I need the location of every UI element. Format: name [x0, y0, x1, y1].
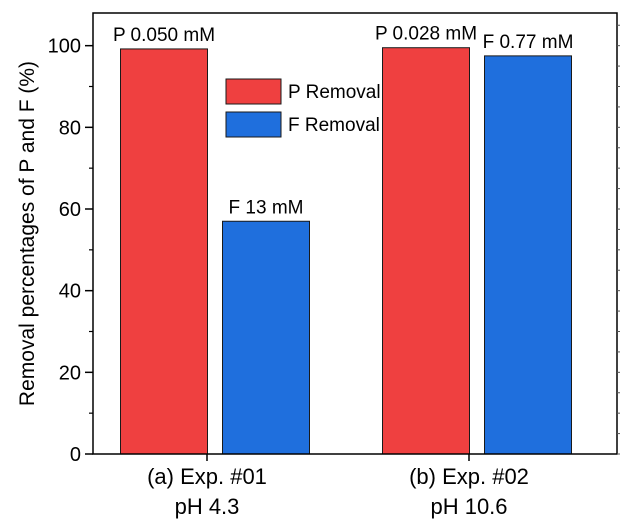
y-tick-label: 0 [70, 444, 81, 466]
y-tick-label: 40 [59, 281, 81, 303]
bar-f-removal-1 [222, 220, 310, 455]
data-label: P 0.028 mM [375, 24, 477, 45]
y-tick-label: 80 [59, 117, 81, 139]
data-label: F 13 mM [229, 197, 304, 218]
legend-label: P Removal [288, 82, 381, 103]
y-tick-label: 60 [59, 199, 81, 221]
y-axis-label: Removal percentages of P and F (%) [16, 61, 39, 406]
y-tick-label: 20 [59, 362, 81, 384]
x-tick-label: pH 10.6 [430, 494, 507, 519]
plot-area: P 0.050 mM P 0.028 mM F 13 mM F 0.77 mM 0 20 4… [16, 12, 620, 519]
bar-p-removal-1 [120, 48, 208, 455]
data-label: P 0.050 mM [113, 25, 215, 46]
x-tick-label: (a) Exp. #01 [147, 464, 267, 489]
bar-f-removal-2 [484, 55, 572, 455]
x-tick-label: pH 4.3 [175, 494, 240, 519]
x-tick-label: (b) Exp. #02 [409, 464, 529, 489]
legend-swatch [225, 111, 282, 138]
data-label: F 0.77 mM [483, 32, 574, 53]
bar-p-removal-2 [382, 47, 470, 455]
legend-label: F Removal [288, 115, 380, 136]
plot-frame [92, 12, 618, 455]
y-tick-label: 100 [48, 36, 81, 58]
legend-swatch [225, 78, 282, 105]
